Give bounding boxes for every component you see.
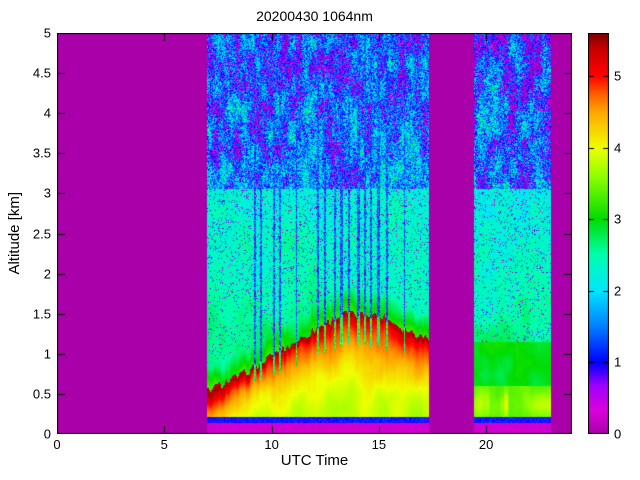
y-tick-label: 4	[43, 105, 51, 121]
heatmap-plot-area	[57, 33, 572, 434]
y-tick-label: 2	[43, 266, 51, 282]
x-tick-label: 0	[53, 437, 61, 452]
x-tick-label: 15	[371, 437, 387, 452]
colorbar-tick-label: 3	[614, 211, 622, 227]
y-tick-label: 5	[43, 25, 51, 41]
x-axis-label: UTC Time	[280, 452, 349, 469]
y-tick-label: 3.5	[32, 145, 51, 161]
y-tick-label: 1.5	[32, 306, 51, 322]
colorbar-tick-label: 4	[614, 140, 622, 156]
x-tick-label: 5	[160, 437, 168, 452]
x-tick-label: 20	[478, 437, 494, 452]
y-tick-label: 0.5	[32, 386, 51, 402]
y-tick-label: 0	[43, 426, 51, 442]
y-tick-label: 3	[43, 185, 51, 201]
y-tick-label: 1	[43, 346, 51, 362]
y-tick-label: 4.5	[32, 65, 51, 81]
colorbar-tick-label: 2	[614, 283, 622, 299]
colorbar-tick-label: 1	[614, 354, 622, 370]
colorbar-tick-label: 5	[614, 68, 622, 84]
x-tick-label: 10	[264, 437, 279, 452]
y-tick-label: 2.5	[32, 226, 51, 241]
chart-title: 20200430 1064nm	[256, 8, 373, 24]
colorbar-tick-label: 0	[614, 426, 622, 442]
colorbar	[588, 33, 609, 434]
